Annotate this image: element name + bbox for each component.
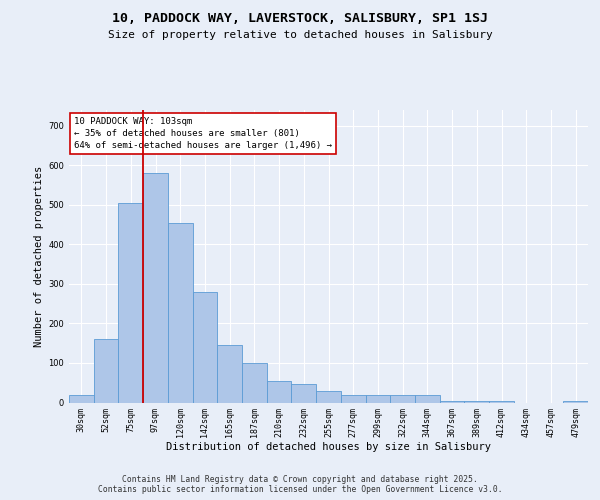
Bar [267, 381, 292, 402]
Bar [292, 384, 316, 402]
Text: Size of property relative to detached houses in Salisbury: Size of property relative to detached ho… [107, 30, 493, 40]
Bar [440, 400, 464, 402]
Bar [118, 203, 143, 402]
Bar [563, 400, 588, 402]
Bar [193, 292, 217, 403]
Bar [69, 394, 94, 402]
Y-axis label: Number of detached properties: Number of detached properties [34, 166, 44, 347]
Bar [217, 345, 242, 403]
Bar [94, 340, 118, 402]
X-axis label: Distribution of detached houses by size in Salisbury: Distribution of detached houses by size … [166, 442, 491, 452]
Text: 10, PADDOCK WAY, LAVERSTOCK, SALISBURY, SP1 1SJ: 10, PADDOCK WAY, LAVERSTOCK, SALISBURY, … [112, 12, 488, 26]
Bar [242, 363, 267, 403]
Bar [168, 222, 193, 402]
Text: Contains HM Land Registry data © Crown copyright and database right 2025.
Contai: Contains HM Land Registry data © Crown c… [98, 474, 502, 494]
Bar [464, 400, 489, 402]
Bar [390, 396, 415, 402]
Bar [365, 396, 390, 402]
Bar [143, 173, 168, 402]
Bar [489, 400, 514, 402]
Text: 10 PADDOCK WAY: 103sqm
← 35% of detached houses are smaller (801)
64% of semi-de: 10 PADDOCK WAY: 103sqm ← 35% of detached… [74, 118, 332, 150]
Bar [415, 396, 440, 402]
Bar [341, 396, 365, 402]
Bar [316, 390, 341, 402]
